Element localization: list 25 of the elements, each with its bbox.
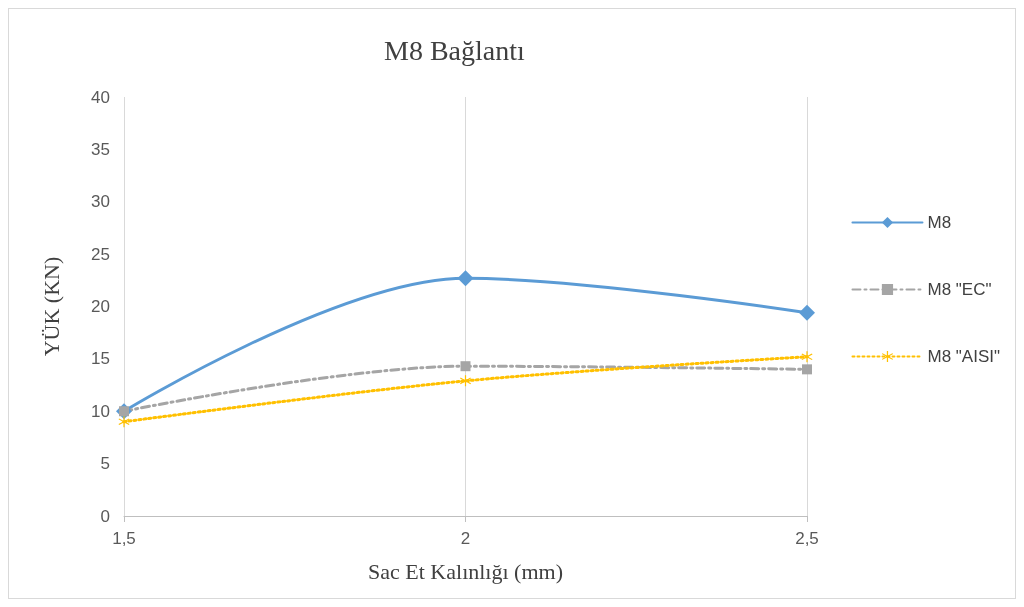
legend-label: M8 "EC" xyxy=(927,280,992,299)
point xyxy=(118,416,130,428)
legend-label: M8 xyxy=(927,213,952,232)
y-tick-label: 40 xyxy=(91,87,110,107)
x-tick-label: 2 xyxy=(460,529,471,548)
y-tick-label: 0 xyxy=(100,506,110,526)
y-tick-label: 10 xyxy=(91,401,110,421)
y-tick-label: 15 xyxy=(91,349,110,369)
point xyxy=(460,375,471,387)
x-tick-label: 1,5 xyxy=(112,529,136,548)
y-tick-label: 25 xyxy=(91,244,110,264)
chart-title: M8 Bağlantı xyxy=(384,34,525,66)
y-tick-label: 35 xyxy=(91,139,110,159)
point xyxy=(801,351,813,363)
point xyxy=(460,361,471,372)
point xyxy=(457,270,474,287)
y-axis-title: YÜK (KN) xyxy=(38,256,64,357)
y-tick-label: 20 xyxy=(91,297,110,316)
point xyxy=(799,304,815,321)
point xyxy=(802,364,812,375)
y-tick-label: 5 xyxy=(100,454,110,474)
legend-label: M8 "AISI" xyxy=(927,347,1001,366)
y-tick-label: 30 xyxy=(91,192,110,212)
x-axis-title: Sac Et Kalınlığı (mm) xyxy=(368,558,563,584)
x-tick-label: 2,5 xyxy=(795,529,819,548)
